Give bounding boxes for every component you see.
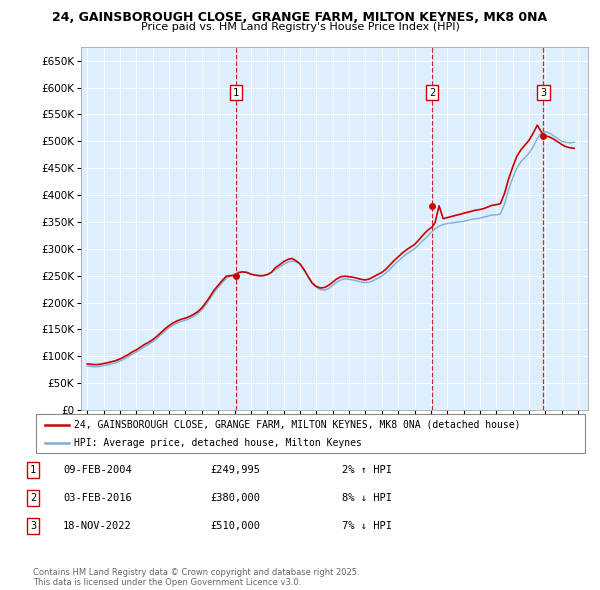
Text: 24, GAINSBOROUGH CLOSE, GRANGE FARM, MILTON KEYNES, MK8 0NA (detached house): 24, GAINSBOROUGH CLOSE, GRANGE FARM, MIL…	[74, 420, 520, 430]
Text: £510,000: £510,000	[210, 522, 260, 531]
Text: 03-FEB-2016: 03-FEB-2016	[63, 493, 132, 503]
Text: Contains HM Land Registry data © Crown copyright and database right 2025.
This d: Contains HM Land Registry data © Crown c…	[33, 568, 359, 587]
Text: 8% ↓ HPI: 8% ↓ HPI	[342, 493, 392, 503]
Text: 18-NOV-2022: 18-NOV-2022	[63, 522, 132, 531]
Text: £380,000: £380,000	[210, 493, 260, 503]
Text: 2: 2	[30, 493, 36, 503]
Text: 24, GAINSBOROUGH CLOSE, GRANGE FARM, MILTON KEYNES, MK8 0NA: 24, GAINSBOROUGH CLOSE, GRANGE FARM, MIL…	[52, 11, 548, 24]
Text: Price paid vs. HM Land Registry's House Price Index (HPI): Price paid vs. HM Land Registry's House …	[140, 22, 460, 32]
Text: 2: 2	[429, 87, 436, 97]
Text: 3: 3	[541, 87, 547, 97]
Text: HPI: Average price, detached house, Milton Keynes: HPI: Average price, detached house, Milt…	[74, 438, 362, 447]
Text: 09-FEB-2004: 09-FEB-2004	[63, 465, 132, 474]
Text: 7% ↓ HPI: 7% ↓ HPI	[342, 522, 392, 531]
Text: 3: 3	[30, 522, 36, 531]
Text: 1: 1	[30, 465, 36, 474]
Text: 2% ↑ HPI: 2% ↑ HPI	[342, 465, 392, 474]
Text: 1: 1	[233, 87, 239, 97]
Text: £249,995: £249,995	[210, 465, 260, 474]
